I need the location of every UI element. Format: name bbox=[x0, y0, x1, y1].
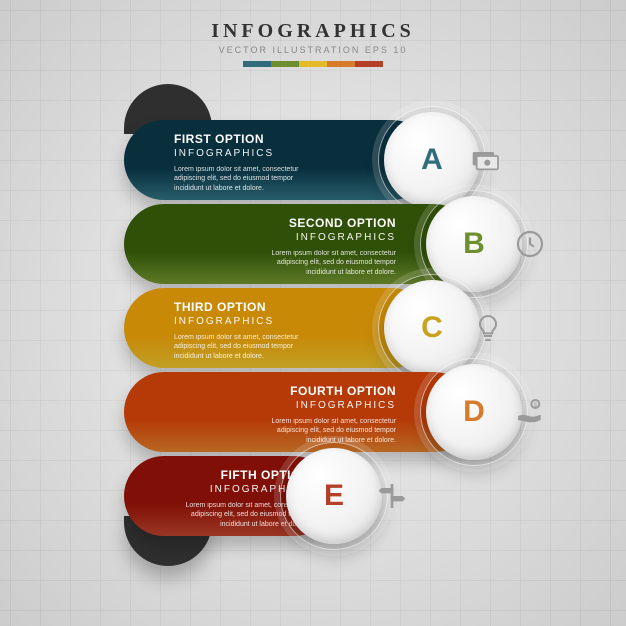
option-circle: E bbox=[286, 448, 382, 544]
option-text: FIFTH OPTIONINFOGRAPHICSLorem ipsum dolo… bbox=[130, 468, 310, 529]
option-letter: D bbox=[463, 395, 485, 429]
option-title: THIRD OPTION bbox=[174, 300, 354, 314]
money-icon bbox=[470, 144, 502, 176]
option-row: FIRST OPTION INFOGRAPHICS Lorem ipsum dolo… bbox=[0, 120, 626, 200]
color-strip-segment bbox=[271, 61, 299, 67]
option-title: SECOND OPTION bbox=[216, 216, 396, 230]
option-title: FIRST OPTION bbox=[174, 132, 354, 146]
color-strip-segment bbox=[243, 61, 271, 67]
color-strip bbox=[0, 61, 626, 67]
page-title: INFOGRAPHICS bbox=[0, 20, 626, 43]
option-subtitle: INFOGRAPHICS bbox=[216, 232, 396, 243]
option-title: FOURTH OPTION bbox=[216, 384, 396, 398]
option-body: Lorem ipsum dolor sit amet, consectetur … bbox=[174, 165, 324, 193]
color-strip-segment bbox=[327, 61, 355, 67]
svg-text:$: $ bbox=[534, 403, 537, 409]
signpost-icon bbox=[376, 480, 408, 512]
color-strip-segment bbox=[355, 61, 383, 67]
option-title: FIFTH OPTION bbox=[130, 468, 310, 482]
option-circle: C bbox=[384, 280, 480, 376]
option-subtitle: INFOGRAPHICS bbox=[216, 400, 396, 411]
option-circle: A bbox=[384, 112, 480, 208]
option-row: THIRD OPTION INFOGRAPHICS Lorem ipsum dolo… bbox=[0, 288, 626, 368]
option-subtitle: INFOGRAPHICS bbox=[174, 316, 354, 327]
option-subtitle: INFOGRAPHICS bbox=[130, 484, 310, 495]
page-subtitle: VECTOR ILLUSTRATION EPS 10 bbox=[0, 45, 626, 55]
option-letter: E bbox=[324, 479, 344, 513]
option-body: Lorem ipsum dolor sit amet, consectetur … bbox=[174, 333, 324, 361]
clock-icon bbox=[514, 228, 546, 260]
option-body: Lorem ipsum dolor sit amet, consectetur … bbox=[246, 249, 396, 277]
option-row: FIFTH OPTIONINFOGRAPHICSLorem ipsum dolo… bbox=[0, 456, 626, 536]
option-letter: C bbox=[421, 311, 443, 345]
option-subtitle: INFOGRAPHICS bbox=[174, 148, 354, 159]
option-letter: B bbox=[463, 227, 485, 261]
option-letter: A bbox=[421, 143, 443, 177]
option-circle: D bbox=[426, 364, 522, 460]
option-text: FIRST OPTION INFOGRAPHICS Lorem ipsum dolo… bbox=[174, 132, 354, 193]
option-text: THIRD OPTION INFOGRAPHICS Lorem ipsum dolo… bbox=[174, 300, 354, 361]
color-strip-segment bbox=[299, 61, 327, 67]
infographic-stage: FIRST OPTION INFOGRAPHICS Lorem ipsum dolo… bbox=[0, 92, 626, 592]
header: INFOGRAPHICS VECTOR ILLUSTRATION EPS 10 bbox=[0, 20, 626, 67]
option-text: SECOND OPTION INFOGRAPHICS Lorem ipsum dol… bbox=[216, 216, 396, 277]
option-text: FOURTH OPTION INFOGRAPHICS Lorem ipsum dol… bbox=[216, 384, 396, 445]
option-body: Lorem ipsum dolor sit amet, consectetur … bbox=[246, 417, 396, 445]
option-circle: B bbox=[426, 196, 522, 292]
hand-coin-icon: $ bbox=[514, 396, 546, 428]
bulb-icon bbox=[472, 312, 504, 344]
